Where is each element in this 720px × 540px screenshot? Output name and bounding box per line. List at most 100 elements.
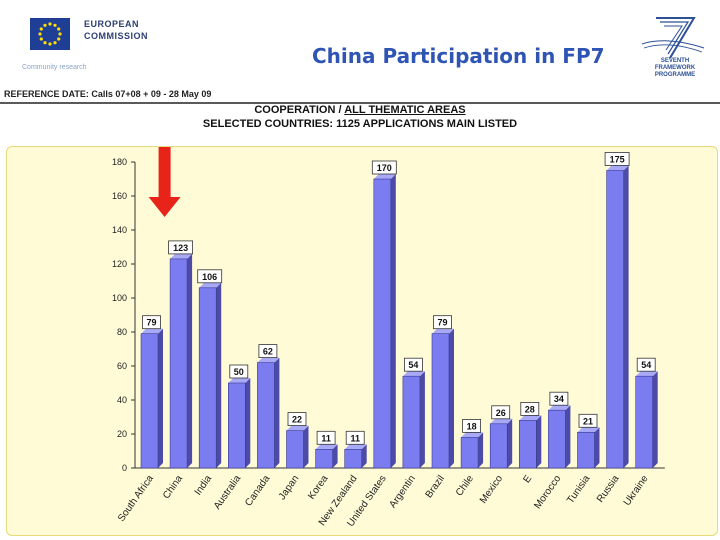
bar <box>344 448 363 469</box>
bar <box>431 333 450 469</box>
bar-top <box>344 444 367 450</box>
bar <box>402 375 421 469</box>
x-tick-label: Korea <box>306 473 331 502</box>
x-tick-label: Japan <box>277 473 302 502</box>
y-tick-label: 160 <box>112 191 127 201</box>
bar-side <box>623 165 629 468</box>
bar-side <box>390 174 396 468</box>
bar-side <box>478 432 484 468</box>
bar-top <box>577 427 600 433</box>
organization-name: EUROPEAN COMMISSION <box>84 19 149 41</box>
bar <box>606 170 624 469</box>
european-commission-logo: EUROPEAN COMMISSION Community research <box>22 12 152 71</box>
bar-top <box>286 425 309 431</box>
bar-side <box>449 328 454 468</box>
data-label-box <box>491 405 511 420</box>
slide-title: China Participation in FP7 <box>312 44 605 68</box>
bar-side <box>274 357 280 468</box>
bar-side <box>361 444 367 468</box>
y-tick-label: 20 <box>117 429 127 439</box>
bar-top <box>373 174 396 179</box>
x-tick-label: Brazil <box>424 473 447 500</box>
data-label: 50 <box>234 367 244 377</box>
data-label: 106 <box>202 272 217 282</box>
bar <box>577 431 595 469</box>
x-tick-label: Russia <box>595 473 622 505</box>
x-tick-label: Tunisia <box>565 473 593 506</box>
data-label-box <box>142 315 161 330</box>
x-tick-label: India <box>193 473 215 497</box>
data-label: 170 <box>377 163 392 173</box>
x-tick-label: China <box>161 473 185 501</box>
bar-side <box>245 378 251 468</box>
y-tick-label: 0 <box>122 463 127 473</box>
x-tick-label: Australia <box>212 473 244 512</box>
bar-chart: 0 20 40 60 80 100 120 140 160 180 79 South Africa 12… <box>112 147 665 529</box>
eu-flag-icon <box>30 18 70 50</box>
bar <box>548 409 566 469</box>
bar-side <box>419 371 425 468</box>
bar-side <box>187 253 193 468</box>
data-label: 11 <box>350 433 360 443</box>
data-label-box <box>604 152 630 166</box>
data-label: 11 <box>321 433 331 443</box>
bar-top <box>461 432 484 438</box>
bar <box>373 178 392 469</box>
data-label-box <box>258 344 278 359</box>
data-label: 62 <box>263 347 273 357</box>
y-tick-label: 80 <box>117 327 127 337</box>
bar <box>140 333 159 469</box>
x-tick-label: Canada <box>243 473 272 508</box>
data-label: 54 <box>408 360 418 370</box>
chart-heading-link: ALL THEMATIC AREAS <box>344 104 466 116</box>
bar-top <box>635 371 658 377</box>
bar-top <box>606 165 629 171</box>
data-label-box <box>345 430 365 445</box>
bar <box>518 420 537 469</box>
data-label: 79 <box>437 318 447 328</box>
bar-side <box>536 415 542 468</box>
reference-date: REFERENCE DATE: Calls 07+08 + 09 - 28 Ma… <box>4 89 212 99</box>
data-label-box <box>287 412 307 427</box>
bar <box>489 423 508 469</box>
bar-side <box>652 371 658 468</box>
bar <box>460 437 479 469</box>
data-label: 21 <box>583 416 593 426</box>
bar-side <box>332 444 338 468</box>
data-label-box <box>578 413 598 428</box>
x-tick-label: E <box>521 473 534 485</box>
data-label-box <box>316 430 336 445</box>
data-label-box <box>549 391 569 406</box>
data-label: 28 <box>525 404 535 414</box>
bar-top <box>170 253 193 259</box>
bar-top <box>199 282 222 288</box>
bar-top <box>432 328 454 334</box>
x-tick-label: Argentin <box>387 473 417 510</box>
y-tick-label: 40 <box>117 395 127 405</box>
y-tick-label: 120 <box>112 259 127 269</box>
data-label: 22 <box>292 415 302 425</box>
bar-top <box>490 418 513 424</box>
data-label: 34 <box>554 394 564 404</box>
bar-side <box>507 418 513 468</box>
chart-panel: 0 20 40 60 80 100 120 140 160 180 79 South Africa 12… <box>6 146 718 536</box>
bar <box>257 362 275 469</box>
x-tick-label: Ukraine <box>622 473 651 508</box>
chart-heading-prefix: COOPERATION / <box>254 104 342 116</box>
bar <box>228 382 246 469</box>
slide-header: EUROPEAN COMMISSION Community research C… <box>0 0 720 104</box>
data-label-box <box>371 160 397 175</box>
bar <box>169 258 188 469</box>
data-label: 79 <box>146 318 156 328</box>
bar-top <box>141 328 163 334</box>
bar-top <box>548 405 571 411</box>
y-tick-label: 180 <box>112 157 127 167</box>
bar-top <box>257 357 280 363</box>
bar-side <box>594 427 600 468</box>
data-label-box <box>520 401 540 416</box>
bar-top <box>402 371 425 377</box>
bar-side <box>303 425 309 468</box>
organization-subtitle: Community research <box>22 64 87 71</box>
y-tick-label: 140 <box>112 225 127 235</box>
y-tick-label: 60 <box>117 361 127 371</box>
